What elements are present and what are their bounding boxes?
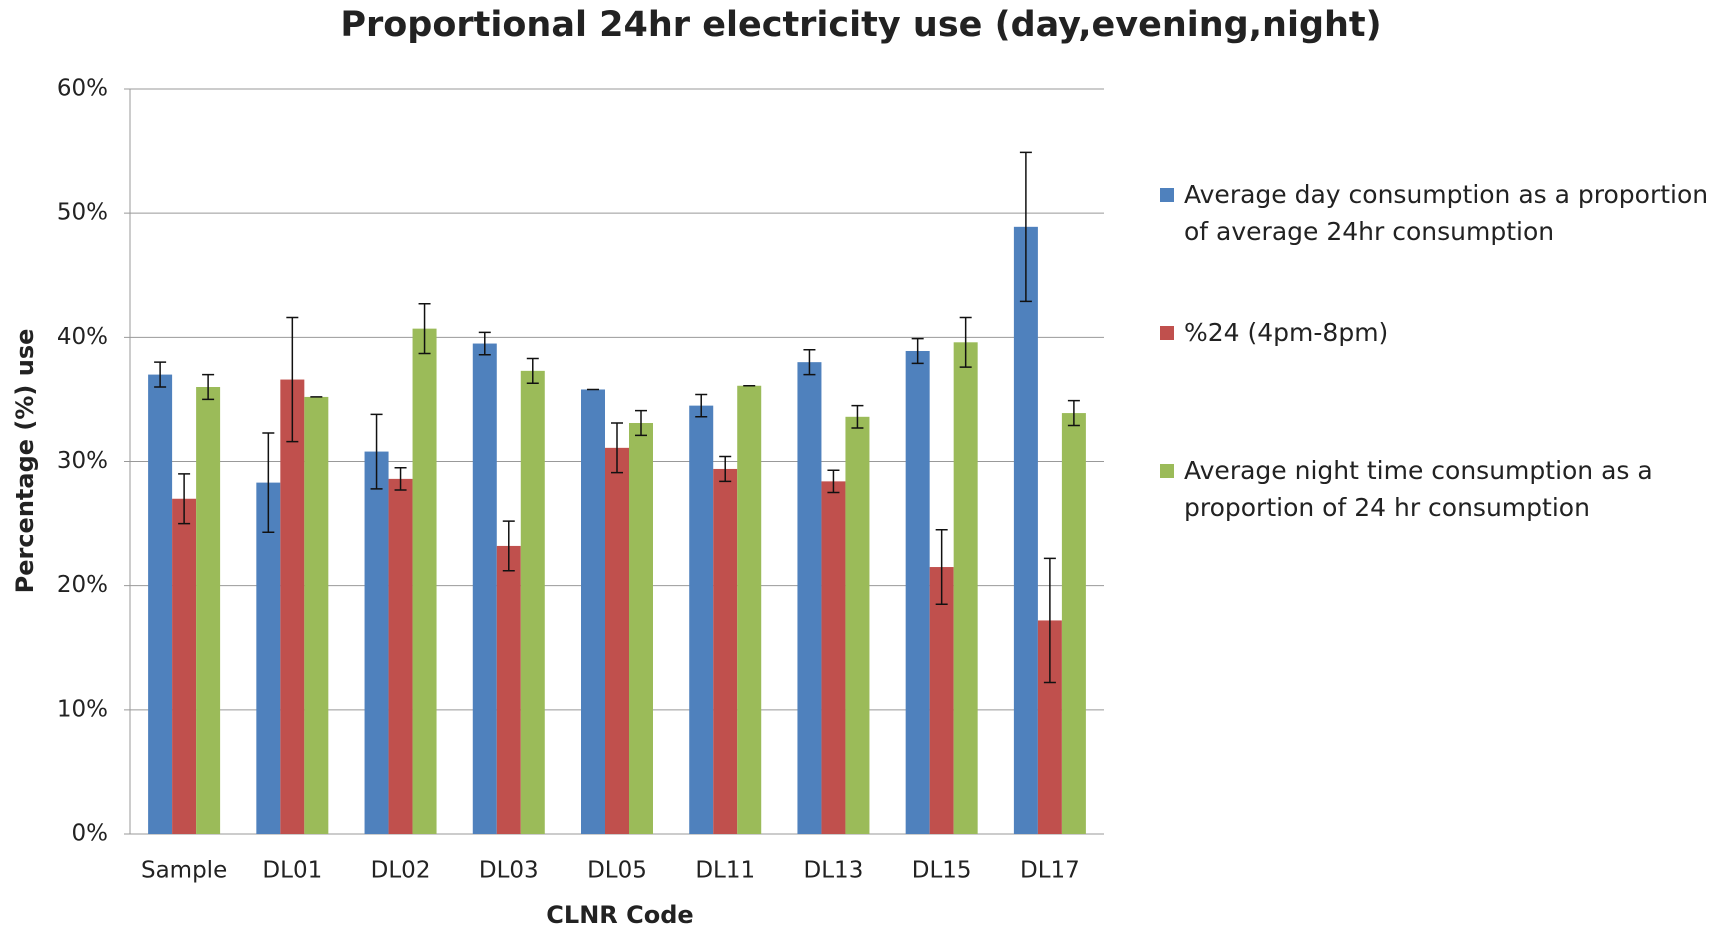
bar	[581, 389, 605, 834]
y-tick-label: 60%	[57, 76, 108, 102]
bar	[689, 405, 714, 834]
x-tick-label: DL03	[479, 858, 539, 884]
bar	[845, 416, 870, 834]
bar	[1013, 226, 1038, 834]
x-tick-label: DL05	[587, 858, 647, 884]
bar	[905, 350, 930, 834]
error-bar	[851, 404, 864, 429]
bar	[196, 387, 221, 834]
error-bar	[526, 357, 539, 385]
y-tick-label: 50%	[57, 200, 108, 226]
x-tick-label: DL15	[912, 858, 972, 884]
bar	[172, 498, 197, 834]
legend-swatch	[1160, 464, 1174, 478]
bar	[256, 482, 281, 834]
y-tick-label: 10%	[57, 696, 108, 722]
x-tick-label: DL01	[262, 858, 322, 884]
bar	[797, 362, 822, 834]
bar	[821, 481, 846, 834]
error-bar	[1043, 557, 1056, 684]
bar	[1061, 413, 1086, 834]
error-bar	[286, 316, 299, 443]
legend-entry: Average day consumption as a proportion …	[1160, 176, 1720, 250]
error-bar	[262, 432, 275, 534]
error-bar	[502, 520, 515, 572]
error-bar	[635, 409, 647, 437]
bar	[364, 451, 389, 834]
bar	[472, 343, 497, 834]
error-bar	[911, 337, 924, 365]
x-tick-label: DL13	[804, 858, 864, 884]
legend-entry: Average night time consumption as a prop…	[1160, 452, 1720, 526]
bar	[605, 447, 629, 834]
bar	[737, 385, 762, 834]
y-tick-label: 30%	[57, 448, 108, 474]
error-bar	[178, 473, 191, 525]
x-axis-title: CLNR Code	[546, 901, 693, 927]
error-bar	[1019, 151, 1032, 303]
legend-swatch	[1160, 188, 1174, 202]
chart-title: Proportional 24hr electricity use (day,e…	[340, 5, 1381, 45]
x-tick-label: DL11	[695, 858, 755, 884]
bar	[929, 567, 954, 834]
error-bar	[154, 361, 167, 388]
error-bar	[695, 393, 708, 418]
error-bar	[478, 331, 491, 356]
error-bar	[1067, 399, 1080, 427]
bar	[953, 342, 978, 834]
y-tick-label: 0%	[72, 821, 109, 847]
error-bar	[803, 349, 816, 376]
x-tick-label: DL02	[371, 858, 431, 884]
bar	[629, 423, 653, 834]
legend-entry: %24 (4pm-8pm)	[1160, 314, 1720, 351]
bar	[304, 396, 329, 834]
error-bar	[827, 469, 840, 494]
bar	[280, 379, 305, 834]
x-tick-label: Sample	[141, 858, 227, 884]
error-bar	[935, 529, 948, 606]
legend-label: Average night time consumption as a prop…	[1184, 456, 1653, 522]
bar	[496, 545, 521, 834]
legend-label: Average day consumption as a proportion …	[1184, 180, 1709, 246]
error-bar	[959, 316, 972, 368]
bar	[148, 374, 173, 834]
error-bar	[719, 455, 732, 483]
bar	[388, 478, 413, 834]
error-bar	[202, 373, 215, 401]
legend-label: %24 (4pm-8pm)	[1184, 318, 1389, 347]
error-bar	[611, 422, 623, 474]
bar	[520, 370, 545, 834]
bar	[412, 328, 437, 834]
y-axis-title: Percentage (%) use	[11, 329, 39, 594]
error-bar	[418, 303, 431, 355]
legend-swatch	[1160, 326, 1174, 340]
bar	[713, 468, 738, 834]
x-tick-label: DL17	[1020, 858, 1080, 884]
error-bar	[394, 466, 407, 491]
y-tick-label: 40%	[57, 324, 108, 350]
error-bar	[370, 413, 383, 490]
y-tick-label: 20%	[57, 572, 108, 598]
